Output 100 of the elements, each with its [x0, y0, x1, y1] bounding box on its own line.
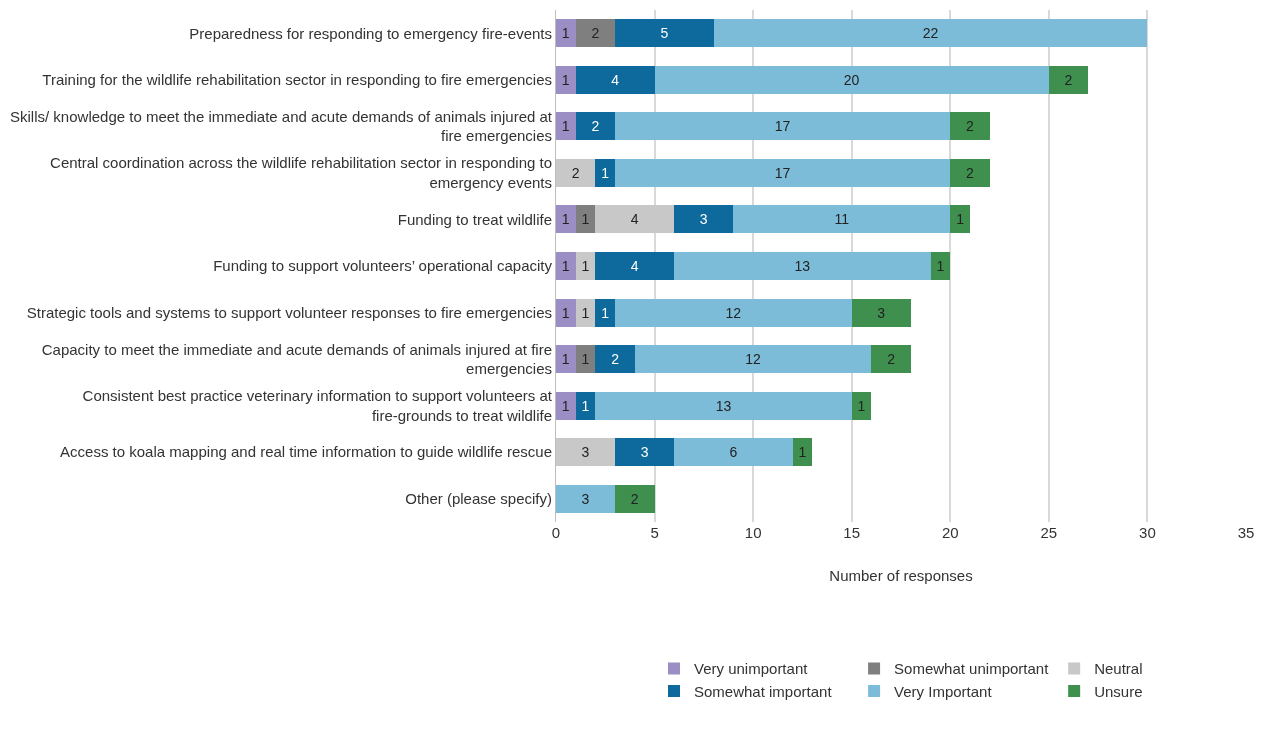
- legend-label: Somewhat important: [694, 682, 833, 700]
- y-tick-label: Funding to support volunteers’ operational capacity: [213, 257, 553, 275]
- bar: [871, 345, 911, 374]
- bar: [595, 158, 616, 187]
- legend-label: Very Important: [894, 682, 993, 700]
- data-label: 3: [699, 211, 708, 228]
- data-label: 17: [774, 118, 791, 135]
- bar: [575, 252, 596, 280]
- y-tick-label: Preparedness for responding to emergency fire-events: [189, 24, 552, 42]
- data-label: 2: [887, 351, 896, 368]
- data-label: 6: [729, 444, 738, 461]
- y-tick-label: Central coordination across the wildlife rehabilitation sector in responding to emergency events: [50, 154, 552, 191]
- y-tick-label: Strategic tools and systems to support volunteer responses to fire emergencies: [26, 303, 552, 321]
- bar: [654, 65, 1049, 94]
- bar: [615, 112, 951, 141]
- legend-label: Neutral: [1094, 660, 1143, 678]
- bar: [575, 345, 596, 374]
- bar: [575, 391, 596, 420]
- data-label: 3: [581, 490, 590, 507]
- data-label: 1: [857, 397, 866, 414]
- bar: [575, 19, 616, 48]
- x-axis-title: Number of responses: [829, 567, 973, 584]
- data-label: 2: [611, 351, 620, 368]
- data-label: 4: [630, 211, 639, 228]
- x-tick-label: 30: [1139, 524, 1156, 541]
- bar: [595, 391, 852, 420]
- y-tick-label: Funding to treat wildlife: [397, 210, 552, 228]
- bar: [615, 484, 655, 513]
- bar: [674, 438, 793, 467]
- data-label: 1: [561, 397, 570, 414]
- data-label: 1: [581, 304, 590, 321]
- bar: [595, 205, 675, 234]
- bar: [556, 298, 576, 327]
- x-tick-label: 20: [941, 524, 959, 541]
- data-label: 1: [601, 164, 610, 181]
- bar: [950, 205, 970, 234]
- legend-label: Somewhat unimportant: [894, 660, 1050, 678]
- bar: [634, 345, 872, 374]
- data-label: 1: [561, 211, 570, 228]
- data-label: 3: [877, 304, 886, 321]
- bar: [851, 298, 911, 327]
- y-tick-label: Training for the wildlife rehabilitation sector in responding to fire emergencies: [42, 71, 552, 89]
- data-label: 1: [601, 304, 610, 321]
- data-label: 13: [794, 258, 811, 274]
- data-label: 1: [798, 444, 807, 461]
- bar: [674, 205, 734, 234]
- data-label: 2: [1064, 71, 1073, 88]
- x-tick-label: 5: [650, 524, 659, 541]
- bar: [950, 158, 990, 187]
- bar: [792, 438, 813, 467]
- bar: [556, 19, 576, 48]
- data-label: 2: [966, 164, 974, 181]
- bar: [556, 252, 576, 280]
- data-label: 1: [581, 211, 590, 228]
- data-label: 2: [591, 25, 600, 42]
- data-label: 1: [581, 397, 590, 414]
- data-label: 13: [715, 397, 732, 414]
- y-tick-label: Capacity to meet the immediate and acute demands of animals injured at fire emergencies: [41, 340, 552, 378]
- data-label: 2: [591, 118, 600, 135]
- legend-label: Very unimportant: [694, 660, 809, 678]
- y-tick-label: Consistent best practice veterinary information to support volunteers at fire-grounds to treat wildlife: [82, 387, 553, 424]
- data-label: 1: [561, 351, 570, 368]
- data-label: 12: [725, 304, 742, 321]
- x-tick-label: 0: [551, 524, 561, 541]
- y-tick-label: Other (please specify): [405, 489, 552, 507]
- data-label: 1: [581, 351, 590, 368]
- bar: [575, 112, 616, 141]
- bar: [575, 205, 596, 234]
- bar: [556, 391, 576, 420]
- bar: [674, 252, 931, 280]
- x-tick-label: 35: [1237, 524, 1255, 541]
- data-label: 3: [640, 444, 649, 461]
- bar: [733, 205, 951, 234]
- data-label: 2: [571, 164, 580, 181]
- data-label: 20: [843, 71, 860, 88]
- bar: [575, 65, 655, 94]
- bar: [595, 252, 675, 280]
- data-label: 11: [834, 211, 850, 228]
- data-label: 2: [966, 118, 974, 135]
- y-tick-label: Skills/ knowledge to meet the immediate and acute demands of animals injured at fire emergencies: [10, 107, 553, 145]
- bar: [556, 484, 616, 513]
- bar: [595, 298, 616, 327]
- data-label: 1: [581, 258, 590, 274]
- bar: [615, 298, 852, 327]
- data-label: 5: [660, 25, 669, 42]
- data-label: 3: [581, 444, 590, 461]
- x-tick-label: 15: [843, 524, 861, 541]
- bar: [615, 158, 951, 187]
- data-label: 1: [561, 304, 570, 321]
- data-label: 1: [936, 258, 945, 274]
- bar: [556, 205, 576, 234]
- bar: [950, 112, 990, 141]
- x-tick-label: 10: [744, 524, 762, 541]
- data-label: 1: [561, 258, 570, 274]
- bar: [556, 345, 576, 374]
- bar: [851, 391, 872, 420]
- bar: [930, 252, 951, 280]
- data-label: 1: [561, 25, 570, 42]
- bar: [595, 345, 635, 374]
- data-label: 1: [956, 211, 965, 228]
